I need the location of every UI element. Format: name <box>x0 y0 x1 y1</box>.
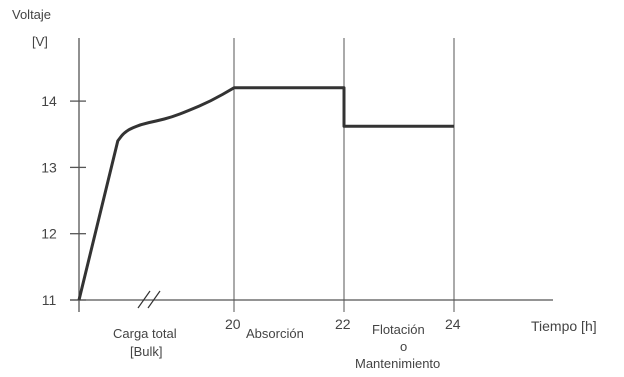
x-tick-label-20: 20 <box>225 316 241 332</box>
phase-label-flotacion-line1: Flotación <box>372 322 425 337</box>
phase-label-flotacion-line3: Mantenimiento <box>355 356 440 371</box>
phase-label-bulk-line2: [Bulk] <box>130 344 163 359</box>
phase-label-absorcion: Absorción <box>246 326 304 341</box>
axis-break-mark-2 <box>147 290 161 309</box>
y-tick-label-13: 13 <box>41 159 57 175</box>
x-ticks: 20 22 24 <box>225 316 461 332</box>
x-tick-label-24: 24 <box>445 316 461 332</box>
y-axis-label-line2: [V] <box>32 34 48 49</box>
y-axis-label-line1: Voltaje <box>12 7 51 22</box>
axes <box>70 38 553 312</box>
x-tick-label-22: 22 <box>335 316 351 332</box>
y-tick-label-12: 12 <box>41 226 57 242</box>
y-ticks: 11 12 13 14 <box>41 93 86 308</box>
voltage-series-line <box>77 86 454 301</box>
grid-lines <box>233 38 455 312</box>
x-axis-label: Tiempo [h] <box>531 318 597 334</box>
axis-break-mark-1 <box>137 290 151 309</box>
phase-label-bulk-line1: Carga total <box>113 326 177 341</box>
y-tick-label-14: 14 <box>41 93 57 109</box>
phase-label-flotacion-line2: o <box>400 339 407 354</box>
y-tick-label-11: 11 <box>42 292 57 308</box>
